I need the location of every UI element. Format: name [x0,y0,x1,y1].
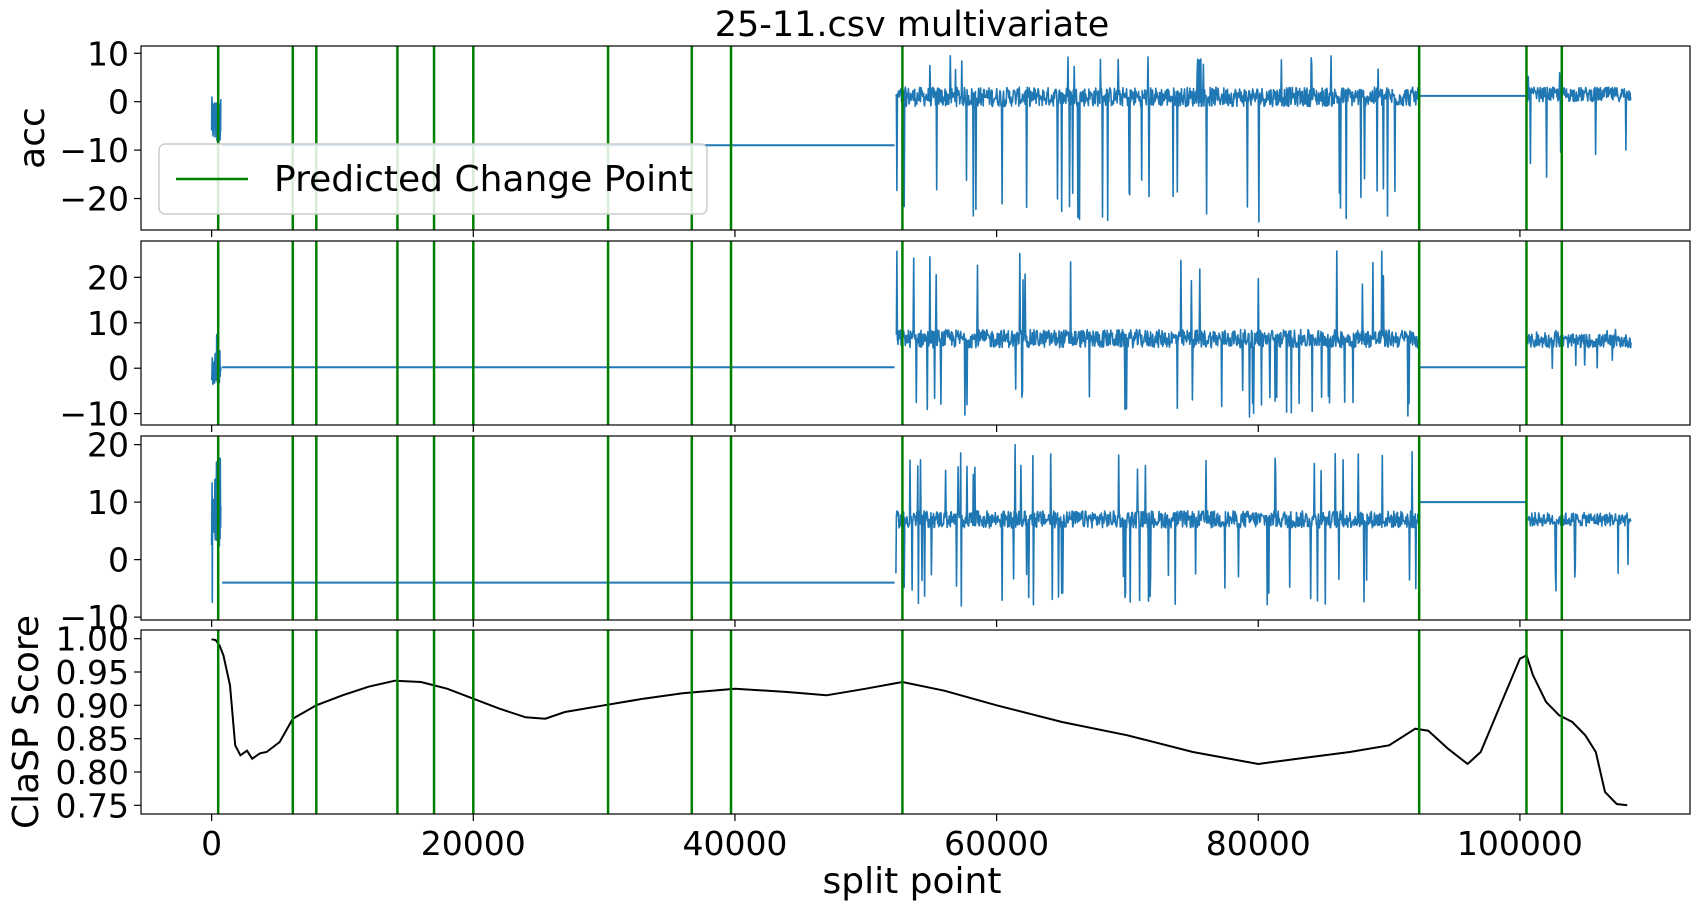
panel-frame [140,435,1691,621]
x-tick-label: 20000 [421,824,526,863]
series-active-segment [1527,328,1632,369]
x-tick-label: 40000 [682,824,787,863]
x-axis: 0 20000 40000 60000 80000 100000 [201,824,1583,863]
plot-area [210,250,1632,418]
y-tick-label: −10 [59,131,129,170]
y-tick-label: 10 [87,483,129,522]
y-tick-label: 0 [108,349,129,388]
series-active-segment [895,55,1419,223]
panel-acc-z: 20 10 0 −10 [59,426,1691,637]
clasp-score-line [211,638,1628,807]
panel-frame [140,629,1691,815]
y-tick-label: 0.90 [56,686,129,725]
x-axis-label: split point [823,861,1002,902]
y-tick-label: −10 [59,598,129,637]
series-active-segment [1527,72,1632,178]
y-tick-label: 10 [87,304,129,343]
x-tick-label: 0 [201,824,222,863]
y-tick-label: 0.85 [56,720,129,759]
y-axis-label: acc [12,107,53,169]
x-tick-label: 60000 [944,824,1049,863]
panel-frame [140,45,1691,231]
y-axis-label: ClaSP Score [6,615,47,829]
x-tick-label: 80000 [1206,824,1311,863]
y-tick-label: −10 [59,395,129,434]
series-active-segment [1527,511,1632,592]
legend-frame [158,143,708,215]
y-tick-label: 0 [108,83,129,122]
panel-frame [140,240,1691,426]
plot-area [211,638,1628,807]
y-tick-label: 0.75 [56,786,129,825]
legend: Predicted Change Point [158,143,708,215]
series-active-segment [895,250,1419,418]
y-tick-label: 20 [87,258,129,297]
chart-panels: 100−10−20acc20100−1020100−101.000.950.90… [6,34,1691,829]
y-tick-label: 10 [87,34,129,73]
series-active-segment [895,443,1419,607]
panel-acc-y: 20 10 0 −10 [59,240,1691,434]
y-tick-label: −20 [59,180,129,219]
y-tick-label: 0 [108,541,129,580]
x-tick-label: 100000 [1457,824,1583,863]
legend-label: Predicted Change Point [274,159,693,200]
y-tick-label: 20 [87,426,129,465]
chart-title: 25-11.csv multivariate [715,5,1110,45]
y-tick-label: 0.95 [56,653,129,692]
y-tick-label: 0.80 [56,753,129,792]
y-tick-label: 1.00 [56,620,129,659]
